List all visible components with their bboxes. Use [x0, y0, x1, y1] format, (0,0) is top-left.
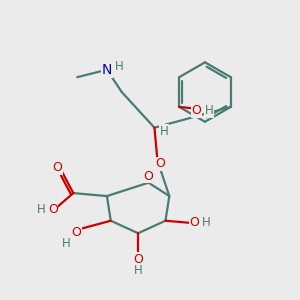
- Text: O: O: [143, 170, 153, 183]
- Text: H: H: [61, 236, 70, 250]
- Text: H: H: [205, 104, 213, 117]
- Text: N: N: [102, 63, 112, 77]
- Text: H: H: [202, 216, 211, 229]
- Text: O: O: [48, 203, 58, 216]
- Text: O: O: [191, 104, 201, 117]
- Text: O: O: [155, 158, 165, 170]
- Text: O: O: [190, 216, 200, 229]
- Text: H: H: [37, 203, 45, 216]
- Text: O: O: [52, 161, 62, 174]
- Text: O: O: [133, 253, 143, 266]
- Text: O: O: [72, 226, 82, 239]
- Text: H: H: [115, 60, 124, 73]
- Text: H: H: [160, 125, 168, 138]
- Text: H: H: [134, 264, 142, 277]
